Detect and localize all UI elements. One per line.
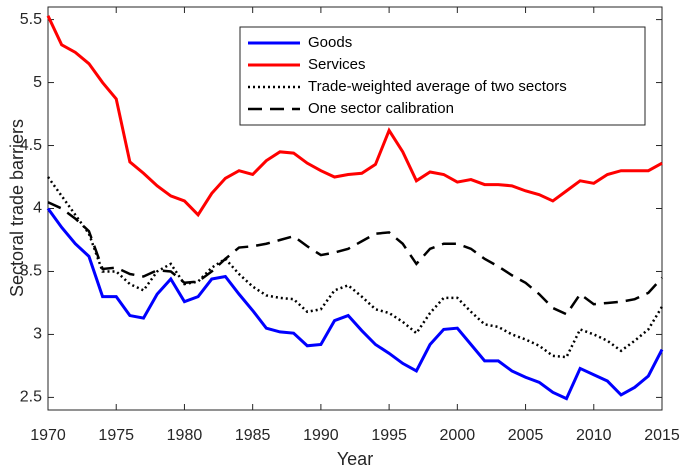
x-tick-label: 2015 <box>644 427 680 444</box>
y-tick-label: 4 <box>33 200 42 217</box>
x-tick-label: 1970 <box>30 427 66 444</box>
line-series <box>46 15 663 218</box>
x-tick-label: 1980 <box>167 427 203 444</box>
x-tick-label: 2000 <box>440 427 476 444</box>
x-tick-label: 2005 <box>508 427 544 444</box>
line-series <box>46 207 664 401</box>
legend-label: Trade-weighted average of two sectors <box>308 78 567 95</box>
y-tick-label: 2.5 <box>20 389 42 406</box>
y-tick-label: 3 <box>33 326 42 343</box>
y-tick-label: 4.5 <box>20 137 42 154</box>
y-axis-label: Sectoral trade barriers <box>7 119 27 297</box>
y-tick-label: 3.5 <box>20 263 42 280</box>
x-tick-label: 1990 <box>303 427 339 444</box>
x-axis-label: Year <box>337 449 373 469</box>
x-tick-label: 1975 <box>98 427 134 444</box>
y-tick-label: 5 <box>33 74 42 91</box>
line-series <box>47 201 663 316</box>
legend-label: Services <box>308 56 366 73</box>
x-tick-label: 1995 <box>371 427 407 444</box>
x-tick-label: 2010 <box>576 427 612 444</box>
legend-label: One sector calibration <box>308 100 454 117</box>
legend-label: Goods <box>308 34 352 51</box>
y-tick-label: 5.5 <box>20 11 42 28</box>
legend-box <box>239 26 646 126</box>
x-tick-label: 1985 <box>235 427 271 444</box>
line-series <box>46 176 664 359</box>
